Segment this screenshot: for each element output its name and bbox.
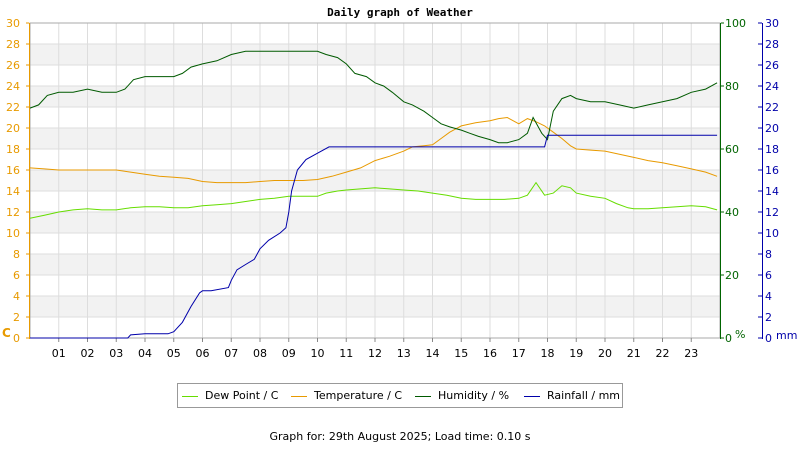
left-axis-tick-label: 24 [6,80,20,93]
left-axis-tick-label: 10 [6,227,20,240]
legend-label-rainfall: Rainfall / mm [547,389,621,402]
humidity-axis-tick-label: 40 [725,206,739,219]
x-axis-tick-label: 07 [224,347,238,360]
x-axis-tick-label: 08 [253,347,267,360]
x-axis-tick-label: 18 [541,347,555,360]
x-axis-tick-label: 11 [339,347,353,360]
rain-axis-tick-label: 12 [765,206,779,219]
rain-axis-tick-label: 28 [765,38,779,51]
series-humidity-line [29,50,718,144]
humidity-axis-tick-label: 20 [725,269,739,282]
x-axis-tick-label: 15 [454,347,468,360]
x-axis-tick-label: 13 [397,347,411,360]
x-axis-tick-label: 09 [282,347,296,360]
left-axis-tick-label: 0 [13,332,20,345]
x-axis-tick-label: 22 [656,347,670,360]
rain-axis-tick-label: 20 [765,122,779,135]
chart-title: Daily graph of Weather [327,6,473,19]
humidity-axis-tick-label: 80 [725,80,739,93]
rain-axis-tick-label: 4 [765,290,772,303]
x-axis-tick-label: 19 [569,347,583,360]
legend-label-temperature: Temperature / C [314,389,403,402]
legend-label-dew-point: Dew Point / C [205,389,279,402]
legend-label-humidity: Humidity / % [438,389,510,402]
x-axis-tick-label: 21 [627,347,641,360]
humidity-axis-tick-label: 0 [725,332,732,345]
rain-axis-tick-label: 2 [765,311,772,324]
left-axis-tick-label: 8 [13,248,20,261]
series-dew-point [29,181,718,219]
rain-axis-tick-label: 16 [765,164,779,177]
series-humidity [29,50,718,144]
left-axis-tick-label: 4 [13,290,20,303]
legend-swatch-humidity [415,396,431,397]
humidity-axis-unit: % [735,328,745,341]
humidity-axis-tick-label: 60 [725,143,739,156]
rain-axis-tick-label: 22 [765,101,779,114]
rain-axis-tick-label: 0 [765,332,772,345]
left-axis-tick-label: 18 [6,143,20,156]
rain-axis-unit: mm [776,329,797,342]
x-axis-tick-label: 14 [426,347,440,360]
x-axis-tick-label: 05 [167,347,181,360]
left-axis-tick-label: 6 [13,269,20,282]
legend-swatch-rainfall [524,396,540,397]
chart-legend: Dew Point / C Temperature / C Humidity /… [177,383,623,408]
humidity-axis-tick-label: 100 [725,17,746,30]
x-axis-tick-label: 17 [512,347,526,360]
series-rainfall [30,134,718,339]
x-axis-tick-label: 01 [52,347,66,360]
rain-axis-tick-label: 14 [765,185,779,198]
x-axis-tick-label: 04 [138,347,152,360]
rain-axis-tick-label: 26 [765,59,779,72]
left-axis-tick-label: 2 [13,311,20,324]
rain-axis-tick-label: 30 [765,17,779,30]
rain-axis-tick-label: 6 [765,269,772,282]
left-axis-tick-label: 22 [6,101,20,114]
left-axis-tick-label: 28 [6,38,20,51]
legend-swatch-dew-point [182,396,198,397]
legend-swatch-temperature [291,396,307,397]
series-dew-point-line [29,181,718,219]
x-axis-tick-label: 10 [311,347,325,360]
left-axis-tick-label: 12 [6,206,20,219]
x-axis-tick-label: 16 [483,347,497,360]
rain-axis-tick-label: 8 [765,248,772,261]
x-axis-tick-label: 03 [109,347,123,360]
x-axis-tick-label: 23 [684,347,698,360]
left-axis-tick-label: 14 [6,185,20,198]
rain-axis-tick-label: 10 [765,227,779,240]
series-rainfall-line [30,134,718,339]
x-axis-tick-label: 12 [368,347,382,360]
rain-axis-tick-label: 18 [765,143,779,156]
left-axis-tick-label: 16 [6,164,20,177]
left-axis-tick-label: 20 [6,122,20,135]
x-axis-tick-label: 20 [598,347,612,360]
x-axis-tick-label: 06 [196,347,210,360]
rain-axis-tick-label: 24 [765,80,779,93]
graph-footer: Graph for: 29th August 2025; Load time: … [269,430,531,443]
x-axis-tick-label: 02 [81,347,95,360]
left-axis-unit: C [2,326,11,340]
left-axis-tick-label: 26 [6,59,20,72]
left-axis-tick-label: 30 [6,17,20,30]
